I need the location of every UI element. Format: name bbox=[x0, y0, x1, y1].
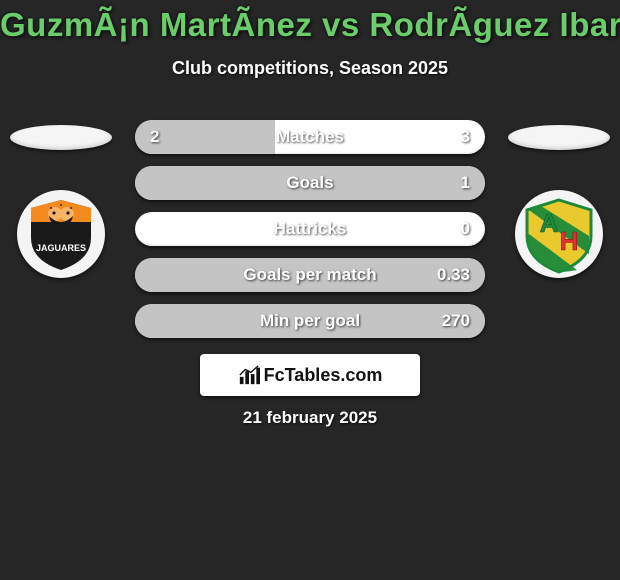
right-flag-placeholder bbox=[508, 125, 610, 150]
stat-value-left: 2 bbox=[150, 120, 159, 154]
page-subtitle: Club competitions, Season 2025 bbox=[0, 58, 620, 79]
stat-row: Hattricks0 bbox=[135, 212, 485, 246]
svg-text:A: A bbox=[540, 208, 559, 238]
left-club-crest: JAGUARES bbox=[17, 190, 105, 278]
barchart-icon bbox=[238, 364, 260, 386]
ah-crest-icon: A H bbox=[519, 194, 599, 274]
stat-value-right: 3 bbox=[461, 120, 470, 154]
right-club-crest: A H bbox=[515, 190, 603, 278]
stat-row: Goals per match0.33 bbox=[135, 258, 485, 292]
svg-text:JAGUARES: JAGUARES bbox=[36, 243, 86, 253]
stat-row: Min per goal270 bbox=[135, 304, 485, 338]
stat-fill-right bbox=[135, 258, 485, 292]
stat-fill-right bbox=[135, 304, 485, 338]
footer-date: 21 february 2025 bbox=[0, 408, 620, 428]
stat-value-right: 270 bbox=[442, 304, 470, 338]
stat-list: Matches23Goals1Hattricks0Goals per match… bbox=[135, 120, 485, 350]
stat-value-right: 0.33 bbox=[437, 258, 470, 292]
brand-box: FcTables.com bbox=[200, 354, 420, 396]
stat-value-right: 1 bbox=[461, 166, 470, 200]
page-title: GuzmÃ¡n MartÃ­nez vs RodrÃ­guez Ibarra bbox=[0, 0, 620, 44]
left-flag-placeholder bbox=[10, 125, 112, 150]
stat-row: Goals1 bbox=[135, 166, 485, 200]
stat-fill-right bbox=[135, 166, 485, 200]
stat-label: Hattricks bbox=[135, 212, 485, 246]
right-player-column: A H bbox=[504, 125, 614, 278]
stat-value-right: 0 bbox=[461, 212, 470, 246]
jaguar-crest-icon: JAGUARES bbox=[21, 194, 101, 274]
left-player-column: JAGUARES bbox=[6, 125, 116, 278]
brand-text: FcTables.com bbox=[264, 365, 383, 386]
svg-text:H: H bbox=[560, 226, 579, 256]
stat-row: Matches23 bbox=[135, 120, 485, 154]
